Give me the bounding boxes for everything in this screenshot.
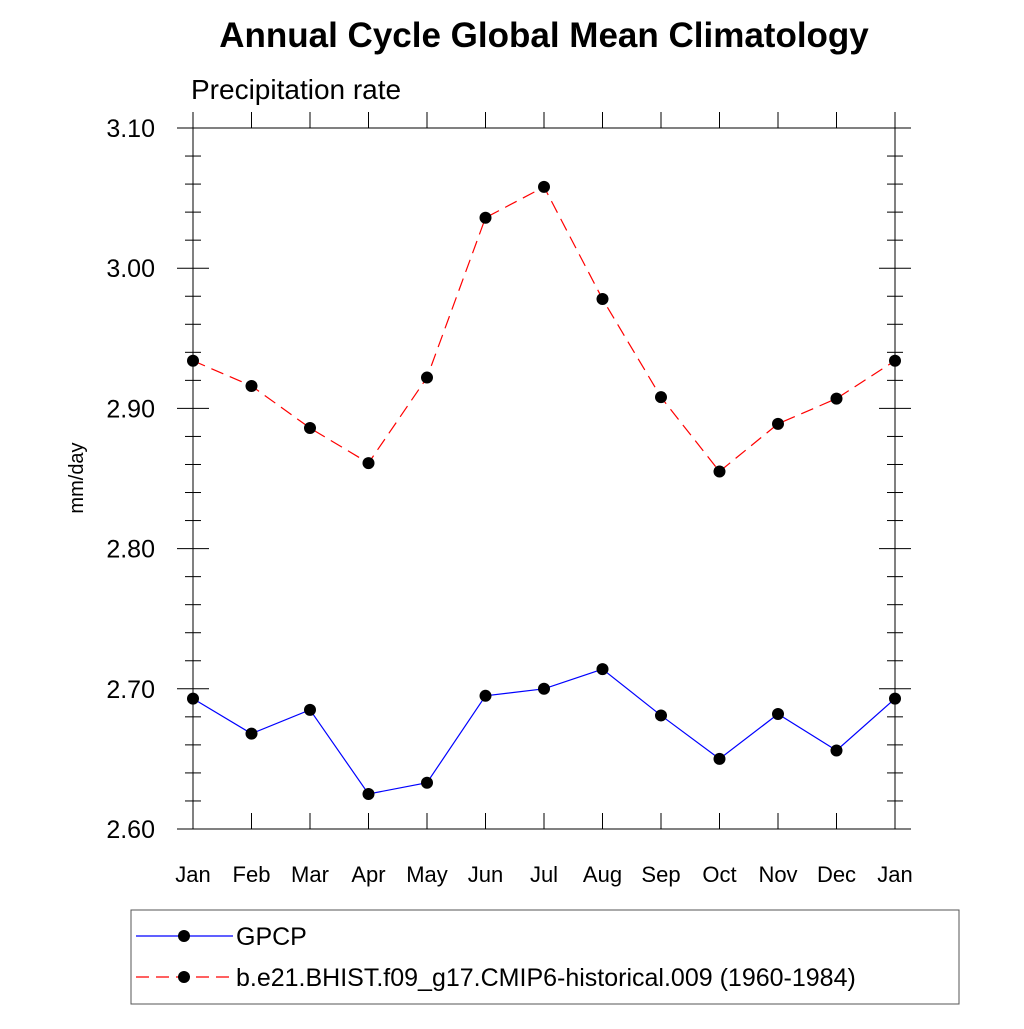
x-tick-label: Apr xyxy=(351,862,385,887)
legend: GPCP b.e21.BHIST.f09_g17.CMIP6-historical… xyxy=(136,923,856,992)
legend-marker-0 xyxy=(178,930,190,942)
series-1-point xyxy=(304,422,316,435)
legend-label-1: b.e21.BHIST.f09_g17.CMIP6-historical.009… xyxy=(236,964,856,992)
x-tick-label: Jul xyxy=(530,862,558,887)
series-0-point xyxy=(713,752,726,765)
legend-box xyxy=(130,909,960,1005)
x-tick-label: Jun xyxy=(468,862,503,887)
x-tick-label: Nov xyxy=(758,862,797,887)
y-tick-label: 2.60 xyxy=(106,816,155,844)
y-tick-label: 3.00 xyxy=(106,255,155,283)
series-0-point xyxy=(187,692,199,705)
data-series xyxy=(187,180,901,800)
x-tick-label: Feb xyxy=(233,862,271,887)
series-0-point xyxy=(362,787,375,800)
series-1-point xyxy=(655,391,667,404)
series-1-point xyxy=(889,354,901,367)
x-tick-label: Aug xyxy=(583,862,622,887)
x-tick-label: Oct xyxy=(702,862,736,887)
x-tick-label: May xyxy=(406,862,448,887)
legend-label-0: GPCP xyxy=(236,923,307,951)
y-tick-labels: 2.60 2.70 2.80 2.90 3.00 3.10 xyxy=(106,115,155,844)
series-0-point xyxy=(421,776,433,789)
series-1-point xyxy=(479,211,492,224)
series-1-point xyxy=(596,293,609,306)
legend-marker-1 xyxy=(178,971,190,983)
x-tick-label: Dec xyxy=(817,862,856,887)
y-tick-label: 2.80 xyxy=(106,536,155,564)
series-0-point xyxy=(596,663,609,676)
series-0-point xyxy=(772,708,784,721)
axis-ticks xyxy=(177,112,911,830)
x-tick-label: Mar xyxy=(291,862,329,887)
series-1-point xyxy=(772,417,784,430)
series-1-point xyxy=(538,180,550,193)
y-axis-label: mm/day xyxy=(66,442,88,513)
series-0-point xyxy=(245,727,258,740)
x-tick-label: Jan xyxy=(175,862,210,887)
series-1-point xyxy=(830,392,843,405)
chart-subtitle: Precipitation rate xyxy=(191,74,401,105)
chart-title: Annual Cycle Global Mean Climatology xyxy=(219,16,869,55)
plot-frame xyxy=(192,127,896,830)
series-0-point xyxy=(479,689,492,702)
series-1-point xyxy=(245,379,258,392)
x-tick-label: Sep xyxy=(641,862,680,887)
series-line-1 xyxy=(192,186,896,473)
series-0-point xyxy=(889,692,901,705)
series-0-point xyxy=(830,744,843,757)
series-1-point xyxy=(713,465,726,478)
series-1-point xyxy=(421,371,433,384)
series-1-point xyxy=(187,354,199,367)
y-tick-label: 3.10 xyxy=(106,115,155,143)
x-tick-label: Jan xyxy=(877,862,912,887)
y-tick-label: 2.90 xyxy=(106,395,155,423)
series-0-point xyxy=(538,682,550,695)
series-0-point xyxy=(655,709,667,722)
x-tick-labels: Jan Feb Mar Apr May Jun Jul Aug Sep Oct Nov Dec Jan xyxy=(175,862,912,887)
y-tick-label: 2.70 xyxy=(106,676,155,704)
series-1-point xyxy=(362,457,375,470)
series-0-point xyxy=(304,703,316,716)
